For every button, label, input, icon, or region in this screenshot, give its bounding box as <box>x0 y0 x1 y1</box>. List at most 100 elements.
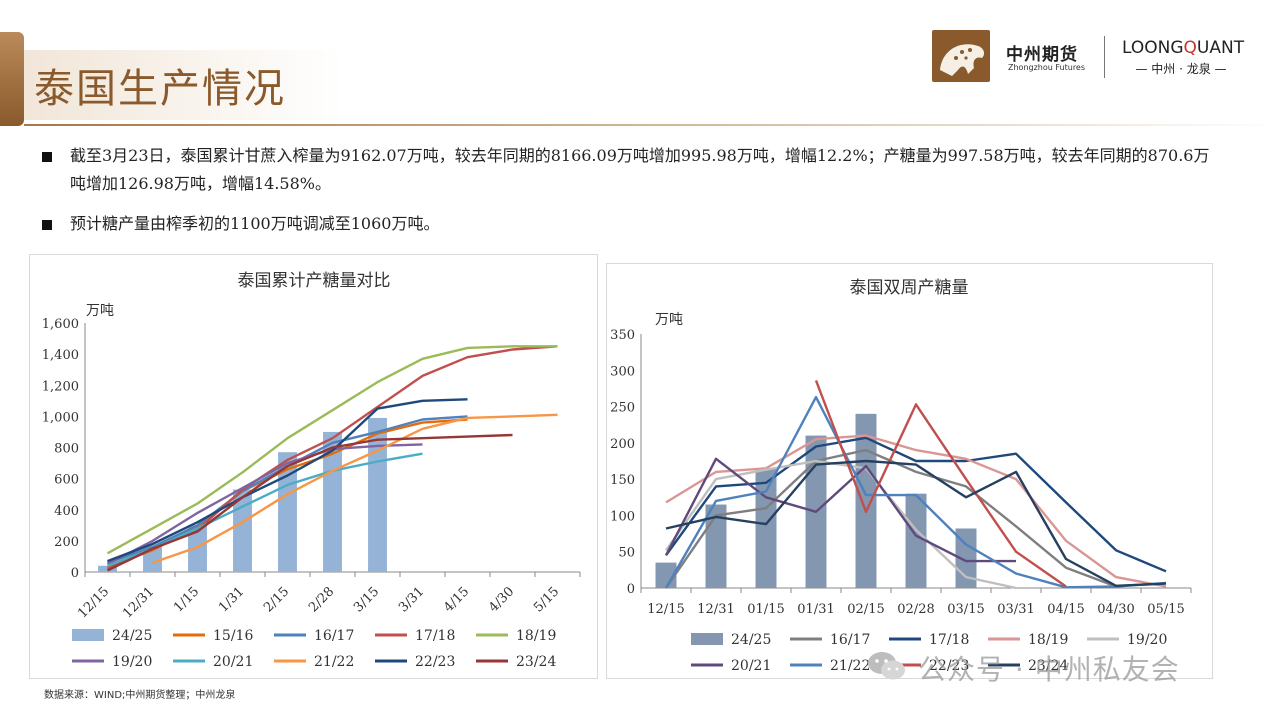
brand-prefix: LOONG <box>1122 38 1184 58</box>
y-tick-label: 0 <box>627 582 635 597</box>
y-axis-label: 万吨 <box>86 303 114 319</box>
bar <box>905 493 927 588</box>
series-line <box>665 434 1167 588</box>
series-line <box>107 398 468 563</box>
series-line <box>665 459 1167 587</box>
x-tick-label: 12/15 <box>647 602 684 617</box>
bullet-square-icon <box>42 220 52 230</box>
legend-label: 19/20 <box>1127 632 1167 648</box>
y-tick-label: 1,200 <box>42 379 79 394</box>
legend-label: 23/24 <box>1028 658 1068 674</box>
bar <box>278 452 297 572</box>
x-tick-label: 2/15 <box>261 584 292 615</box>
y-tick-label: 0 <box>71 566 79 581</box>
series-line <box>106 433 513 572</box>
legend-label: 17/18 <box>929 632 969 648</box>
legend-swatch <box>691 633 723 645</box>
page-title: 泰国生产情况 <box>34 66 286 112</box>
series-line <box>665 459 1017 590</box>
x-tick-label: 05/15 <box>1147 602 1184 617</box>
y-tick-label: 150 <box>610 473 635 488</box>
y-tick-label: 100 <box>610 509 635 524</box>
legend-label: 18/19 <box>516 628 556 644</box>
x-tick-label: 1/31 <box>216 584 247 615</box>
logo-divider <box>1104 36 1105 78</box>
bullet-item: 预计糖产量由榨季初的1100万吨调减至1060万吨。 <box>42 210 1222 238</box>
title-accent-bar <box>0 32 24 126</box>
x-tick-label: 02/15 <box>847 602 884 617</box>
logo-company-name-en: Zhongzhou Futures <box>1008 63 1086 72</box>
y-tick-label: 50 <box>618 546 635 561</box>
legend-label: 20/21 <box>731 658 771 674</box>
x-tick-label: 1/15 <box>171 584 202 615</box>
legend-label: 22/23 <box>415 654 455 670</box>
legend-swatch <box>72 629 104 641</box>
bullet-text: 预计糖产量由榨季初的1100万吨调减至1060万吨。 <box>70 214 440 233</box>
legend-label: 16/17 <box>830 632 870 648</box>
cumulative-sugar-chart: 泰国累计产糖量对比 万吨 0 200 400 600 800 1,000 1,200 1,400 1… <box>29 254 598 679</box>
legend-label: 21/22 <box>314 654 354 670</box>
x-tick-label: 12/15 <box>75 584 112 621</box>
loongquant-brand: LOONGQUANT <box>1122 38 1244 58</box>
chart-title: 泰国累计产糖量对比 <box>238 271 391 291</box>
bullet-item: 截至3月23日，泰国累计甘蔗入榨量为9162.07万吨，较去年同期的8166.0… <box>42 142 1222 198</box>
bar <box>855 413 877 588</box>
legend-label: 20/21 <box>213 654 253 670</box>
x-tick-label: 4/30 <box>486 584 517 615</box>
y-tick-label: 1,000 <box>42 410 79 425</box>
series-line <box>664 395 1167 589</box>
leopard-logo-icon <box>932 30 990 82</box>
x-tick-label: 5/15 <box>531 584 562 615</box>
y-tick-label: 350 <box>610 328 635 343</box>
bar <box>323 431 342 572</box>
y-tick-label: 1,600 <box>42 317 79 332</box>
brand-q: Q <box>1183 38 1197 58</box>
x-tick-label: 12/31 <box>697 602 734 617</box>
y-tick-label: 600 <box>54 473 79 488</box>
x-tick-label: 03/15 <box>947 602 984 617</box>
bar <box>755 468 777 588</box>
series-line <box>665 448 1117 589</box>
y-tick-label: 400 <box>54 504 79 519</box>
y-tick-label: 250 <box>610 401 635 416</box>
bar <box>188 525 207 572</box>
x-tick-label: 02/28 <box>897 602 934 617</box>
bullet-text: 截至3月23日，泰国累计甘蔗入榨量为9162.07万吨，较去年同期的8166.0… <box>70 146 1210 193</box>
series-line <box>106 345 558 555</box>
wechat-icon <box>868 652 905 680</box>
legend-label: 19/20 <box>112 654 152 670</box>
x-tick-label: 01/15 <box>747 602 784 617</box>
x-tick-label: 04/30 <box>1097 602 1134 617</box>
y-tick-label: 1,400 <box>42 348 79 363</box>
x-tick-label: 2/28 <box>306 584 337 615</box>
bar <box>368 417 387 572</box>
y-axis-label: 万吨 <box>655 312 683 328</box>
series-line <box>106 443 423 566</box>
y-tick-label: 200 <box>610 437 635 452</box>
y-tick-label: 200 <box>54 535 79 550</box>
x-tick-label: 4/15 <box>441 584 472 615</box>
brand-suffix: UANT <box>1196 38 1245 58</box>
source-note: 数据来源：WIND;中州期货整理；中州龙泉 <box>44 690 236 701</box>
series-line <box>664 457 1016 563</box>
y-tick-label: 300 <box>610 364 635 379</box>
title-band <box>24 50 344 120</box>
x-tick-label: 01/31 <box>797 602 834 617</box>
watermark: 公众号 · 中州私友会 <box>918 648 1180 688</box>
x-tick-label: 04/15 <box>1047 602 1084 617</box>
biweekly-sugar-chart: 泰国双周产糖量万吨 0 50 100 150 200 250 300 350 12/15 12/31… <box>606 263 1213 679</box>
x-tick-label: 12/31 <box>120 584 157 621</box>
legend-label: 16/17 <box>314 628 354 644</box>
legend-label: 21/22 <box>830 658 870 674</box>
x-tick-label: 3/31 <box>396 584 427 615</box>
title-underline <box>24 124 1280 126</box>
legend-label: 23/24 <box>516 654 556 670</box>
x-tick-label: 03/31 <box>997 602 1034 617</box>
chart-title: 泰国双周产糖量 <box>850 278 969 298</box>
legend-label: 15/16 <box>213 628 253 644</box>
legend-label: 22/23 <box>929 658 969 674</box>
series-line <box>814 379 1067 588</box>
